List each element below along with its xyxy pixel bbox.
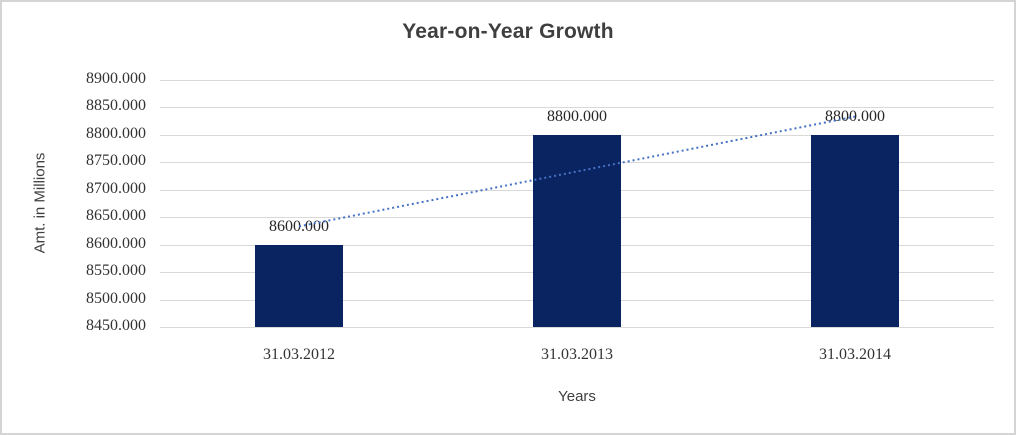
y-tick-label: 8550.000 [86,262,146,280]
gridline [160,80,994,81]
bar-value-label: 8800.000 [547,107,607,125]
plot-area: 8600.000 31.03.2012 8800.000 31.03.2013 8800… [160,80,994,363]
y-axis-tick-labels: 8900.000 8850.000 8800.000 8750.000 8700.000… [2,70,146,334]
x-axis-title: Years [558,388,596,405]
x-tick-label: 31.03.2014 [819,346,891,363]
bar [533,134,621,327]
x-tick-label: 31.03.2012 [263,346,335,363]
y-tick-label: 8700.000 [86,179,146,197]
y-tick-label: 8450.000 [86,317,146,334]
y-tick-label: 8650.000 [86,207,146,225]
bar [255,244,343,327]
y-tick-label: 8500.000 [86,289,146,307]
trendline [298,115,856,228]
bar [811,134,899,327]
chart-title: Year-on-Year Growth [402,20,614,43]
gridline [160,327,994,328]
y-tick-label: 8750.000 [86,152,146,170]
x-tick-label: 31.03.2013 [541,346,613,363]
bar-value-label: 8800.000 [825,107,885,125]
y-tick-label: 8900.000 [86,70,146,87]
y-tick-label: 8850.000 [86,97,146,115]
gridline [160,107,994,109]
y-tick-label: 8600.000 [86,234,146,252]
y-tick-label: 8800.000 [86,124,146,142]
